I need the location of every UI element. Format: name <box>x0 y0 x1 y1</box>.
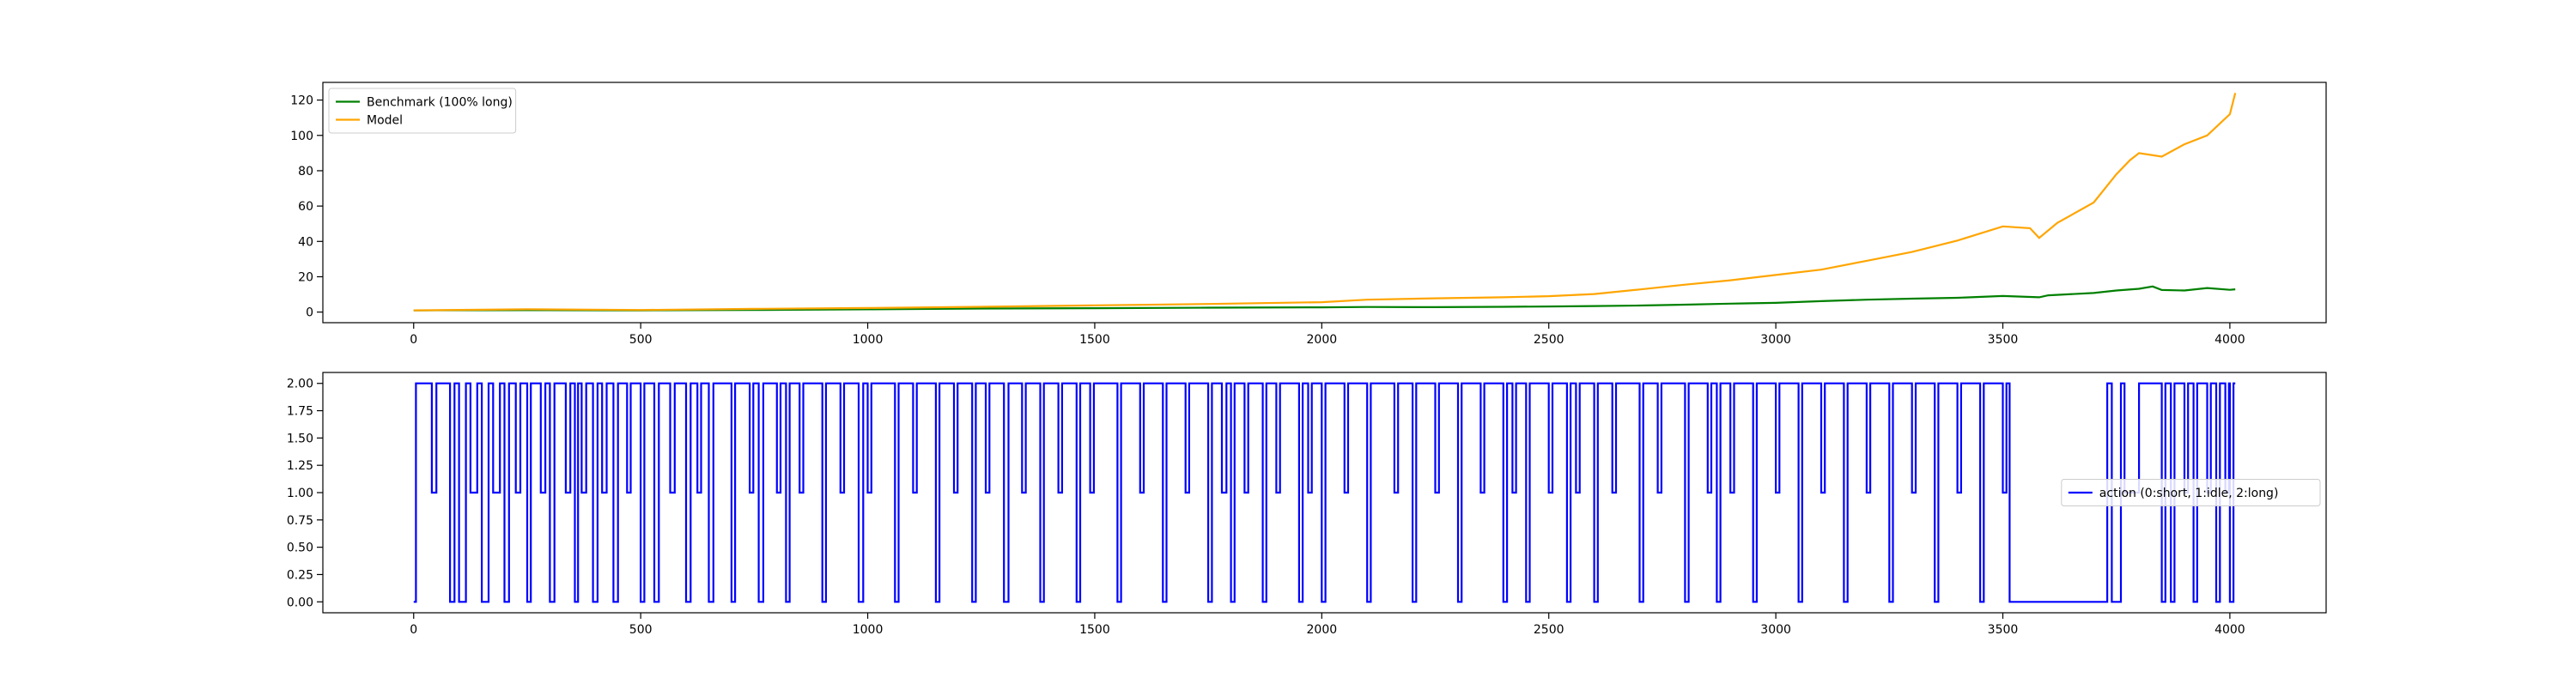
x-tick-label: 1000 <box>853 623 884 637</box>
legend-box <box>328 88 517 134</box>
x-tick-label: 4000 <box>2215 623 2245 637</box>
x-tick-label: 3000 <box>1760 333 1791 347</box>
y-tick-label: 40 <box>298 235 313 249</box>
x-tick-label: 2500 <box>1534 623 1564 637</box>
y-tick-label: 1.50 <box>287 432 313 445</box>
chart-equity: 0 500 1000 1500 2000 2500 3000 3500 4000 0 20 40 60 8… <box>290 82 2327 347</box>
x-tick-label: 0 <box>410 623 417 637</box>
x-tick-label: 3500 <box>1988 333 2019 347</box>
legend-box <box>2061 479 2321 506</box>
series-line-equity-0 <box>413 285 2236 312</box>
x-tick-label: 500 <box>629 623 653 637</box>
y-tick-label: 100 <box>290 130 313 143</box>
y-tick-label: 0 <box>306 306 313 320</box>
series-line-equity-1 <box>413 93 2237 312</box>
y-tick-label: 1.75 <box>287 405 313 419</box>
y-tick-label: 0.75 <box>287 514 313 528</box>
x-tick-label: 500 <box>629 333 653 347</box>
x-tick-label: 1500 <box>1079 333 1110 347</box>
y-tick-label: 0.25 <box>287 568 313 582</box>
legend-label: Benchmark (100% long) <box>367 96 513 110</box>
chart-actions: 0 500 1000 1500 2000 2500 3000 3500 4000 0.00 0.25… <box>287 372 2327 637</box>
y-tick-label: 2.00 <box>287 378 313 391</box>
y-tick-label: 80 <box>298 165 313 179</box>
axes-frame-equity <box>322 82 2327 324</box>
legend-label: action (0:short, 1:idle, 2:long) <box>2099 487 2279 500</box>
x-tick-label: 1000 <box>853 333 884 347</box>
series-line-actions-0 <box>413 382 2236 603</box>
x-tick-label: 1500 <box>1079 623 1110 637</box>
legend-equity: Benchmark (100% long) Model <box>328 88 517 134</box>
y-tick-label: 60 <box>298 200 313 214</box>
legend-label: Model <box>367 114 403 128</box>
y-tick-label: 20 <box>298 270 313 284</box>
x-tick-label: 4000 <box>2215 333 2245 347</box>
y-tick-label: 1.25 <box>287 459 313 473</box>
y-tick-label: 0.50 <box>287 542 313 555</box>
x-tick-label: 2000 <box>1307 623 1338 637</box>
y-tick-label: 1.00 <box>287 487 313 500</box>
y-tick-label: 0.00 <box>287 596 313 609</box>
x-tick-label: 2500 <box>1534 333 1564 347</box>
x-tick-label: 2000 <box>1307 333 1338 347</box>
legend-actions: action (0:short, 1:idle, 2:long) <box>2061 479 2321 506</box>
x-tick-label: 0 <box>410 333 417 347</box>
x-tick-label: 3500 <box>1988 623 2019 637</box>
y-tick-label: 120 <box>290 94 313 108</box>
x-tick-label: 3000 <box>1760 623 1791 637</box>
